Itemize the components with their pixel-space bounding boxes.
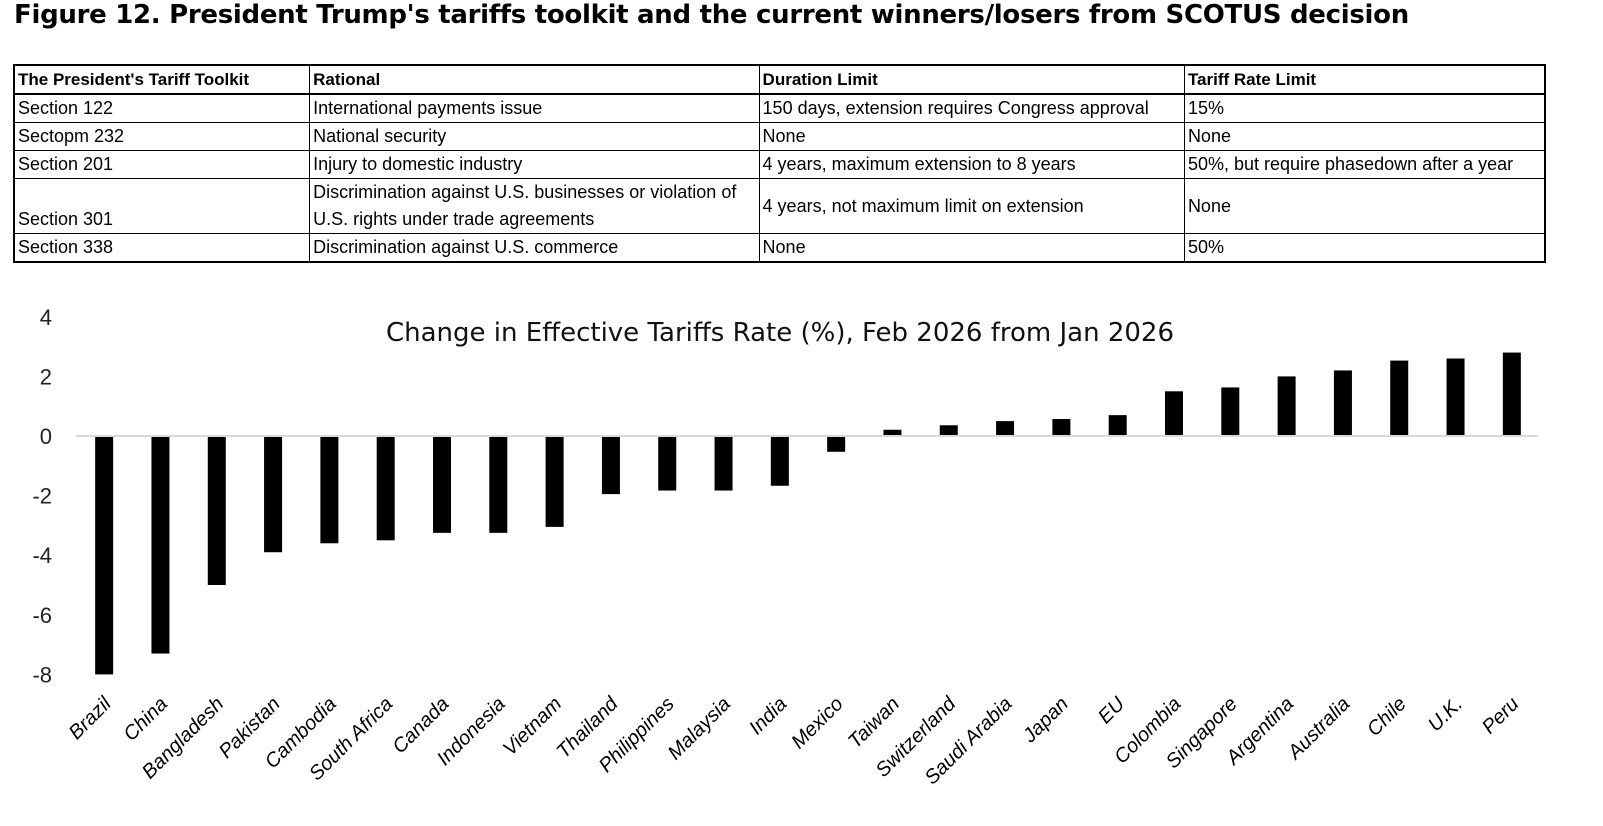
bar-brazil	[95, 437, 114, 675]
table-header-row: The President's Tariff Toolkit Rational …	[13, 64, 1546, 95]
table-row: Sectopm 232 National security None None	[13, 122, 1546, 151]
chart-title: Change in Effective Tariffs Rate (%), Fe…	[386, 318, 1174, 348]
cell-duration: 150 days, extension requires Congress ap…	[758, 93, 1185, 123]
x-tick-label: Mexico	[787, 693, 847, 753]
y-tick-label: -4	[32, 543, 52, 568]
tariff-change-bar-chart: Change in Effective Tariffs Rate (%), Fe…	[32, 305, 1538, 789]
bar-india	[770, 437, 789, 486]
bar-pakistan	[264, 437, 283, 553]
cell-rational: Injury to domestic industry	[309, 150, 760, 179]
x-tick-label: China	[119, 693, 172, 746]
cell-rate: 50%	[1183, 233, 1546, 263]
bar-vietnam	[545, 437, 564, 527]
x-tick-label: Japan	[1018, 693, 1073, 748]
header-toolkit: The President's Tariff Toolkit	[13, 64, 311, 95]
figure-title: Figure 12. President Trump's tariffs too…	[14, 0, 1409, 30]
cell-toolkit: Section 201	[13, 150, 311, 179]
bar-switzerland	[939, 425, 958, 435]
bar-philippines	[658, 437, 677, 491]
bar-mexico	[827, 437, 846, 452]
header-tariff-rate-limit: Tariff Rate Limit	[1183, 64, 1546, 95]
bar-colombia	[1165, 391, 1183, 435]
cell-rate: 15%	[1183, 93, 1546, 123]
bar-thailand	[601, 437, 620, 495]
y-tick-label: 2	[40, 364, 52, 389]
bar-canada	[433, 437, 451, 533]
y-tick-label: -6	[32, 603, 52, 628]
bar-australia	[1333, 370, 1352, 435]
bar-eu	[1108, 415, 1127, 435]
table-row: Section 301 Discrimination against U.S. …	[13, 178, 1546, 234]
x-tick-label: Australia	[1283, 693, 1354, 764]
cell-toolkit: Section 338	[13, 233, 311, 263]
bar-taiwan	[883, 429, 902, 435]
header-duration-limit: Duration Limit	[758, 64, 1185, 95]
bar-u-k	[1446, 358, 1465, 435]
y-tick-label: -2	[32, 484, 52, 509]
cell-duration: None	[758, 122, 1185, 151]
cell-rate: None	[1183, 122, 1546, 151]
bar-saudi-arabia	[996, 421, 1015, 435]
cell-rate: None	[1183, 178, 1546, 234]
y-tick-label: 4	[40, 305, 52, 330]
bar-china	[151, 437, 170, 654]
x-tick-label: Chile	[1363, 693, 1411, 741]
table-row: Section 122 International payments issue…	[13, 93, 1546, 123]
bars	[95, 352, 1521, 675]
x-tick-label: Brazil	[65, 693, 116, 744]
bar-malaysia	[714, 437, 733, 491]
bar-singapore	[1221, 387, 1240, 435]
table-row: Section 201 Injury to domestic industry …	[13, 150, 1546, 179]
cell-rational: Discrimination against U.S. businesses o…	[309, 178, 760, 234]
cell-toolkit: Sectopm 232	[13, 122, 311, 151]
bar-cambodia	[320, 437, 339, 544]
cell-rational: Discrimination against U.S. commerce	[309, 233, 760, 263]
cell-duration: None	[758, 233, 1185, 263]
table-row: Section 338 Discrimination against U.S. …	[13, 233, 1546, 263]
header-rational: Rational	[309, 64, 760, 95]
bar-bangladesh	[207, 437, 226, 585]
x-tick-label: EU	[1094, 693, 1130, 729]
bar-south-africa	[376, 437, 395, 541]
y-tick-label: 0	[40, 424, 52, 449]
bar-japan	[1052, 419, 1071, 435]
cell-rate: 50%, but require phasedown after a year	[1183, 150, 1546, 179]
cell-rational: International payments issue	[309, 93, 760, 123]
bar-argentina	[1277, 376, 1296, 435]
x-tick-label: Malaysia	[664, 693, 735, 764]
x-tick-label: India	[745, 693, 791, 739]
cell-rational: National security	[309, 122, 760, 151]
cell-duration: 4 years, not maximum limit on extension	[758, 178, 1185, 234]
x-tick-label: U.K.	[1424, 693, 1467, 736]
bar-peru	[1502, 352, 1521, 435]
x-tick-label: Peru	[1478, 693, 1523, 738]
bar-chile	[1390, 360, 1409, 435]
x-axis-labels: Brazil ChinaBangladeshPakistanCambodiaSou…	[65, 692, 1524, 789]
cell-duration: 4 years, maximum extension to 8 years	[758, 150, 1185, 179]
y-tick-label: -8	[32, 662, 52, 687]
cell-toolkit: Section 122	[13, 93, 311, 123]
tariff-toolkit-table: The President's Tariff Toolkit Rational …	[13, 64, 1546, 263]
cell-toolkit: Section 301	[13, 178, 311, 234]
bar-indonesia	[489, 437, 508, 533]
y-axis-ticks: 4 2 0 -2 -4 -6 -8	[32, 305, 52, 688]
